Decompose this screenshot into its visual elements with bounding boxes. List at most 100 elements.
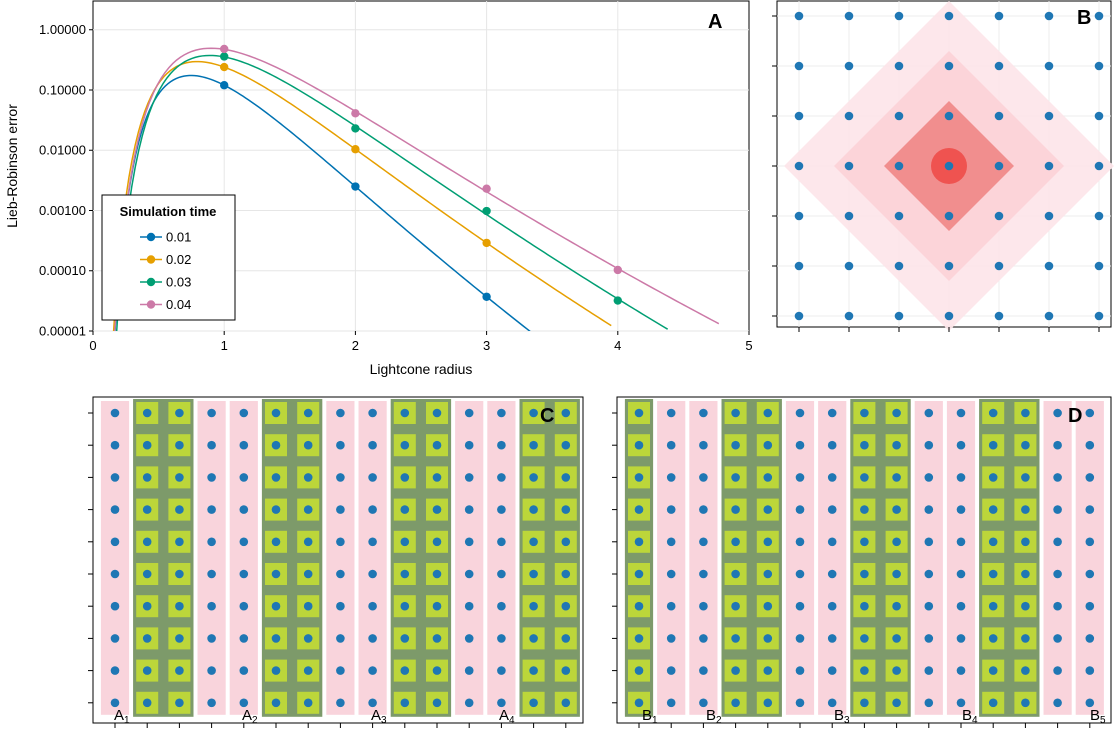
lattice-site [634,698,644,708]
lattice-site [1053,569,1062,579]
lattice-site [1053,440,1062,450]
y-tick-label: 0.00001 [39,324,86,339]
lattice-site [464,440,474,450]
y-axis-label: Lieb-Robinson error [4,104,20,228]
lattice-site [175,440,184,450]
lattice-site [497,666,506,675]
lattice-site [699,505,708,514]
lattice-site [239,408,249,418]
lattice-site [368,698,377,708]
lattice-site [794,311,804,321]
lattice-site [1021,569,1030,579]
legend: Simulation time 0.01 0.02 0.03 0.04 [101,194,236,321]
legend-frame [101,194,236,321]
lattice-site [994,11,1004,21]
lattice-site [763,473,773,482]
lattice-site [956,505,966,514]
panel-letter-c: C [540,405,554,427]
lattice-site [207,698,216,708]
legend-marker [146,232,156,242]
lattice-site [336,408,345,418]
lattice-site [795,634,805,643]
lattice-site [944,161,954,171]
lattice-site [763,440,773,450]
lattice-site [699,569,708,579]
lattice-site [432,505,442,514]
region-label: A1 [114,707,130,726]
lattice-site [827,408,837,418]
lattice-site [844,211,854,221]
lattice-site [207,408,216,418]
series-points [220,44,622,305]
lattice-site [464,537,474,547]
lattice-site [944,11,954,21]
lattice-site [924,408,934,418]
lattice-site [207,537,216,547]
lattice-site [844,61,854,71]
pink-region-column [657,401,686,715]
lattice-site [795,505,805,514]
lattice-site [336,634,345,643]
lattice-site [303,408,313,418]
panel-d-partition-b: B1 B2 B3 B4 B5 D [612,396,1112,728]
x-axis-ticks: 0 1 2 3 4 5 [89,331,753,353]
lattice-site [303,505,313,514]
lattice-site [731,634,740,643]
lattice-site [795,408,805,418]
lattice-site [368,473,377,482]
lattice-site [763,601,773,611]
lattice-site [634,505,644,514]
x-tick-label: 3 [483,338,490,353]
lattice-site [988,408,998,418]
data-point-0.03 [351,124,360,133]
data-point-0.03 [220,52,229,61]
lattice-site [1021,537,1030,547]
lattice-site [239,569,249,579]
lattice-site [239,634,249,643]
lattice-site [336,440,345,450]
series-line-0.03 [115,54,669,331]
pink-region-column [785,401,815,715]
lattice-site [1094,11,1104,21]
lattice-site [763,666,773,675]
lattice-site [529,473,538,482]
lattice-site [400,473,410,482]
legend-entry-label: 0.04 [166,297,191,312]
lattice-site [794,11,804,21]
lattice-site [894,161,904,171]
legend-marker [146,300,156,309]
lattice-site [336,666,345,675]
lattice-site [988,473,998,482]
lattice-site [561,569,571,579]
lattice-site [368,666,377,675]
lattice-site [529,569,538,579]
lattice-site [1085,666,1095,675]
lattice-site [892,601,901,611]
pink-region-column [455,401,484,715]
lattice-site [1021,440,1030,450]
lattice-site [634,537,644,547]
lattice-site [699,666,708,675]
lattice-site [988,505,998,514]
lattice-site [956,666,966,675]
lattice-site [827,569,837,579]
lattice-site [988,537,998,547]
x-tick-label: 2 [352,338,359,353]
lattice-site [110,569,120,579]
x-tick-label: 5 [745,338,752,353]
lattice-site [956,569,966,579]
lattice-site [795,569,805,579]
region-label: A3 [371,707,387,726]
lattice-site [142,505,152,514]
lattice-site [303,601,313,611]
legend-entry-label: 0.03 [166,275,191,290]
pink-region-column [818,401,847,715]
lattice-site [699,537,708,547]
lattice-site [142,569,152,579]
lattice-site [432,569,442,579]
lattice-site [860,505,869,514]
data-point-0.02 [220,62,229,72]
lattice-site [994,61,1004,71]
lattice-site [1085,601,1095,611]
pink-region-column [1043,401,1072,715]
